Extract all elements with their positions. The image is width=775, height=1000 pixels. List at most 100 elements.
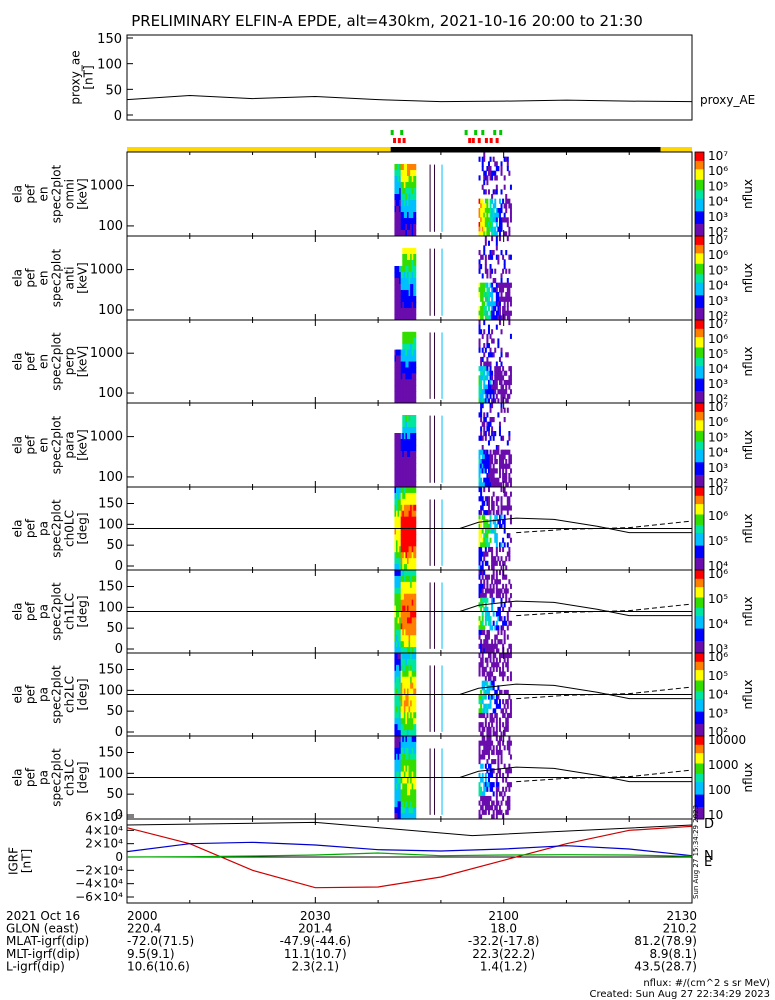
spectrogram-cell [500,639,503,645]
pa-colorbar-swatch [695,717,704,720]
spectrogram-cell [484,259,487,265]
spectrogram-cell [500,556,503,562]
spectrogram-cell [406,415,410,422]
spectrogram-cell [484,482,487,488]
spectrogram-cell [503,264,506,270]
spectrogram-cell [489,254,492,260]
bfield-frame [126,818,693,904]
spectrogram-cell [406,385,410,392]
spectrogram-cell [483,606,486,612]
spectrogram-cell [495,231,498,237]
spectrogram-cell [489,680,492,686]
spectrogram-cell [487,189,490,195]
spectrogram-cell [480,597,483,603]
spectrogram-cell [403,617,407,624]
spectrogram-cell [491,370,494,376]
spectrogram-cell [413,337,417,345]
spectrogram-cell [394,504,398,512]
spectrogram-cell [509,370,512,376]
spectrogram-cell [413,670,417,678]
energy-colorbar-swatch [695,380,704,383]
energy-colorbar-swatch [695,278,704,281]
spectrogram-cell [508,203,511,209]
pa-colorbar-swatch [695,588,704,592]
spectrogram-cell [399,290,403,297]
energy-panel-ylabel-line: [keV] [76,429,90,460]
spectrogram-cell [413,218,417,225]
energy-panel-ylabel-line: ela [11,352,25,370]
spectrogram-cell [411,337,415,345]
spectrogram-cell [396,813,400,820]
spectrogram-cell [403,510,407,518]
spectrogram-cell [406,534,410,541]
energy-colorbar-swatch [695,244,704,247]
spectrogram-cell [396,481,400,488]
spectrogram-cell [410,789,414,796]
spectrogram-cell [411,433,415,440]
spectrogram-cell [508,606,511,612]
spectrogram-cell [408,212,412,219]
spectrogram-cell [400,564,404,571]
spectrogram-cell [405,688,409,695]
spectrogram-cell [494,449,497,455]
spectrogram-cell [505,268,508,274]
spectrogram-cell [494,533,497,539]
spectrogram-cell [408,724,412,731]
energy-colorbar-swatch [695,451,704,454]
pa-colorbar-tick: 10⁵ [708,534,728,548]
pa-colorbar-swatch [695,549,704,552]
spectrogram-cell [406,570,410,577]
spectrogram-cell [408,747,412,755]
spectrogram-cell [396,284,400,291]
spectrogram-cell [480,403,483,409]
spectrogram-cell [480,556,483,562]
spectrogram-cell [480,579,483,585]
spectrogram-cell [487,306,490,312]
spectrogram-cell [413,176,417,183]
spectrogram-cell [484,310,487,316]
energy-colorbar-swatch [695,305,704,308]
spectrogram-cell [410,516,414,524]
spectrogram-cell [410,272,414,279]
pa-colorbar-swatch [695,621,704,625]
spectrogram-cell [480,805,483,811]
spectrogram-cell [396,807,400,814]
spectrogram-cell [508,740,511,746]
spectrogram-cell [397,385,401,392]
spectrogram-cell [502,287,505,293]
spectrogram-cell [478,198,481,204]
spectrogram-cell [500,384,503,390]
spectrogram-cell [394,391,398,398]
spectrogram-cell [400,777,404,784]
spectrogram-cell [411,694,415,701]
spectrogram-cell [408,391,412,398]
spectrogram-cell [487,777,490,783]
pa-colorbar-swatch [695,543,704,546]
spectrogram-cell [394,463,398,470]
spectrogram-cell [492,217,495,223]
spectrogram-cell [400,765,404,773]
spectrogram-cell [484,222,487,228]
spectrogram-cell [413,302,417,309]
spectrogram-cell [502,795,505,802]
spectrogram-cell [497,648,500,654]
pa-colorbar-swatch [695,636,704,639]
spectrogram-cell [486,361,489,367]
spectrogram-cell [403,694,407,701]
pa-panel-ylabel-line: spec2plot [50,582,64,641]
spectrogram-cell [500,208,503,214]
spectrogram-cell [502,671,505,677]
energy-colorbar-swatch [695,349,704,352]
spectrogram-cell [411,266,415,273]
spectrogram-cell [489,375,492,381]
spectrogram-cell [402,712,406,719]
spectrogram-cell [411,254,415,261]
energy-colorbar-swatch [695,225,704,229]
spectrogram-cell [480,588,483,594]
spectrogram-cell [478,523,481,529]
spectrogram-cell [481,217,484,223]
spectrogram-cell [503,588,506,594]
pa-colorbar-label-line: nflux [741,514,755,544]
spectrogram-cell [410,182,414,189]
spectrogram-cell [481,454,484,460]
